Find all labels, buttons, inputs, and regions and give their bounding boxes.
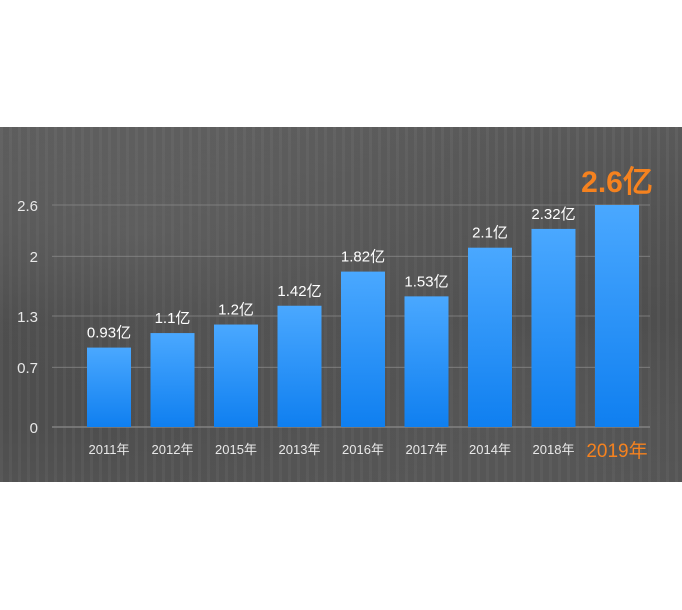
value-label: 1.82亿 (341, 249, 385, 266)
value-label: 2.6亿 (581, 166, 653, 199)
bar-2019年 (595, 205, 639, 427)
value-label: 0.93亿 (87, 325, 131, 342)
x-tick-label: 2012年 (152, 442, 194, 457)
x-tick-label: 2011年 (89, 442, 130, 457)
value-label: 1.1亿 (155, 310, 191, 327)
value-label: 1.42亿 (277, 283, 321, 300)
bar-2017年 (404, 296, 449, 427)
x-tick-label: 2017年 (406, 442, 448, 457)
bar-2014年 (468, 247, 512, 427)
value-label: 2.32亿 (531, 206, 575, 223)
y-tick-label: 0.7 (17, 360, 38, 377)
x-tick-label: 2013年 (279, 442, 321, 457)
x-tick-label: 2019年 (586, 440, 647, 462)
bar-2011年 (87, 347, 131, 427)
y-axis: 0 0.7 1.3 2 2.6 (17, 198, 38, 437)
bar-2016年 (341, 271, 385, 427)
y-tick-label: 1.3 (17, 309, 38, 326)
value-labels: 0.93亿 1.1亿 1.2亿 1.42亿 1.82亿 1.53亿 2.1亿 2.32亿 2.6… (87, 166, 653, 342)
x-tick-label: 2016年 (342, 442, 384, 457)
y-tick-label: 2.6 (17, 198, 38, 215)
value-label: 2.1亿 (472, 225, 508, 242)
y-tick-label: 2 (30, 249, 38, 266)
x-tick-label: 2014年 (469, 442, 511, 457)
bar-2012年 (150, 333, 195, 427)
bar-2015年 (214, 324, 258, 427)
x-tick-label: 2018年 (533, 442, 575, 457)
bar-2013年 (277, 305, 322, 427)
bar-2018年 (531, 228, 576, 427)
bars (87, 205, 639, 427)
value-label: 1.53亿 (404, 273, 448, 290)
value-label: 1.2亿 (218, 302, 254, 319)
x-tick-label: 2015年 (215, 442, 257, 457)
y-tick-label: 0 (30, 420, 38, 437)
x-axis: 2011年 2012年 2015年 2013年 2016年 2017年 2014年 2018年… (89, 440, 648, 462)
